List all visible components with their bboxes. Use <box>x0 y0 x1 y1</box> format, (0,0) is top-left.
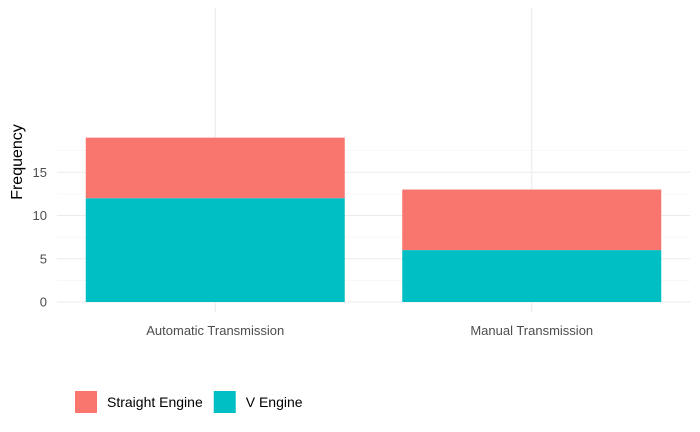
bars <box>85 137 662 302</box>
bar-straight-engine-0 <box>85 137 345 199</box>
x-tick-label: Manual Transmission <box>470 323 593 338</box>
y-tick-label: 15 <box>33 165 47 180</box>
legend-key-v-engine <box>213 391 236 413</box>
y-axis-ticks: 0 5 10 15 <box>33 165 47 310</box>
bar-straight-engine-1 <box>402 189 662 251</box>
legend: Straight Engine V Engine <box>75 391 303 413</box>
legend-label: V Engine <box>246 394 303 410</box>
y-tick-label: 10 <box>33 208 47 223</box>
legend-key-straight-engine <box>75 391 97 413</box>
y-tick-label: 0 <box>40 295 47 310</box>
x-tick-label: Automatic Transmission <box>146 323 284 338</box>
bar-v-engine-0 <box>85 198 345 302</box>
y-axis-title: Frequency <box>9 124 26 200</box>
x-axis-ticks: Automatic Transmission Manual Transmissio… <box>146 323 593 338</box>
y-tick-label: 5 <box>40 251 47 266</box>
bar-v-engine-1 <box>402 250 662 302</box>
legend-label: Straight Engine <box>107 394 203 410</box>
